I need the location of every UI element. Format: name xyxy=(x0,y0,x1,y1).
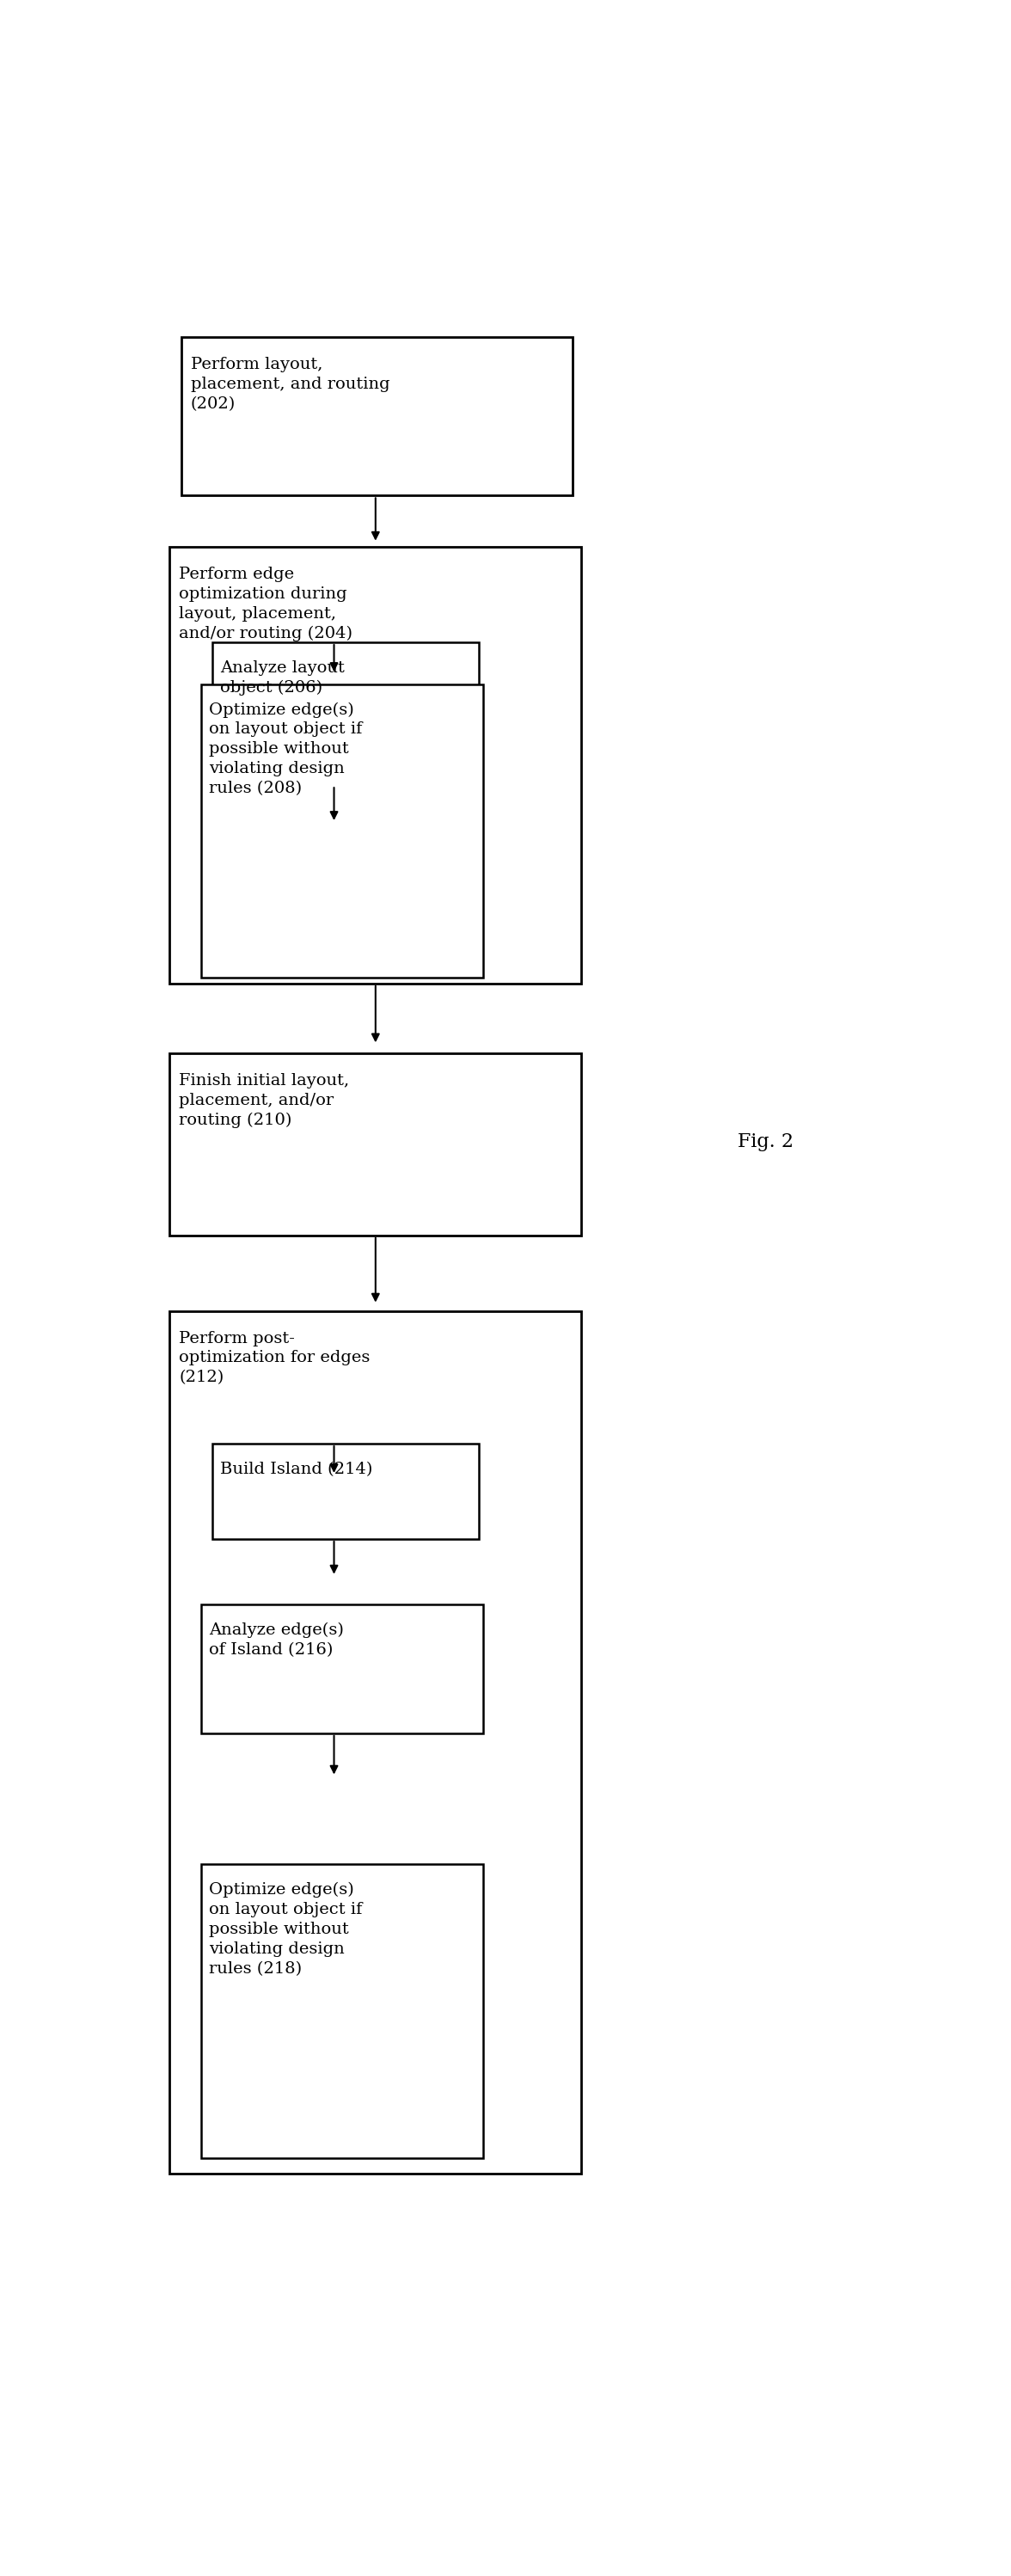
FancyBboxPatch shape xyxy=(212,641,479,786)
FancyBboxPatch shape xyxy=(201,1605,483,1734)
Text: Optimize edge(s)
on layout object if
possible without
violating design
rules (21: Optimize edge(s) on layout object if pos… xyxy=(208,1883,362,1976)
FancyBboxPatch shape xyxy=(170,1311,580,2174)
FancyBboxPatch shape xyxy=(170,546,580,984)
Text: Perform layout,
placement, and routing
(202): Perform layout, placement, and routing (… xyxy=(191,355,390,412)
FancyBboxPatch shape xyxy=(212,1443,479,1538)
Text: Perform post-
optimization for edges
(212): Perform post- optimization for edges (21… xyxy=(179,1332,370,1386)
FancyBboxPatch shape xyxy=(201,685,483,976)
Text: Analyze layout
object (206): Analyze layout object (206) xyxy=(220,659,345,696)
Text: Finish initial layout,
placement, and/or
routing (210): Finish initial layout, placement, and/or… xyxy=(179,1072,349,1128)
FancyBboxPatch shape xyxy=(170,1054,580,1236)
Text: Perform edge
optimization during
layout, placement,
and/or routing (204): Perform edge optimization during layout,… xyxy=(179,567,353,641)
Text: Fig. 2: Fig. 2 xyxy=(738,1133,794,1151)
Text: Analyze edge(s)
of Island (216): Analyze edge(s) of Island (216) xyxy=(208,1623,344,1656)
FancyBboxPatch shape xyxy=(201,1865,483,2159)
FancyBboxPatch shape xyxy=(181,337,573,495)
Text: Optimize edge(s)
on layout object if
possible without
violating design
rules (20: Optimize edge(s) on layout object if pos… xyxy=(208,701,362,796)
Text: Build Island (214): Build Island (214) xyxy=(220,1461,373,1476)
